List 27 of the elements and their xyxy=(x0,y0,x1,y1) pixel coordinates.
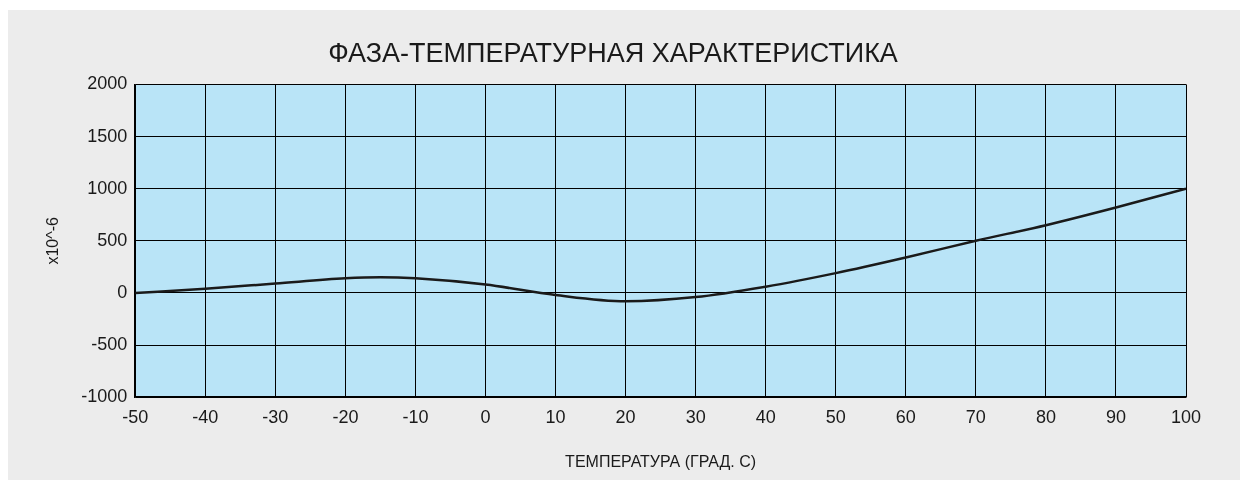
line-series xyxy=(135,187,1186,303)
x-tick-label: 10 xyxy=(545,406,566,427)
x-axis-title: ТЕМПЕРАТУРА (ГРАД. С) xyxy=(565,452,757,470)
y-tick-label: -500 xyxy=(91,334,128,355)
x-tick-label: 80 xyxy=(1035,406,1056,427)
y-tick-label: 500 xyxy=(97,229,128,250)
x-tick-label: 90 xyxy=(1105,406,1126,427)
x-tick-label: 40 xyxy=(755,406,776,427)
chart-title: ФАЗА-ТЕМПЕРАТУРНАЯ ХАРАКТЕРИСТИКА xyxy=(328,37,898,68)
x-tick-label: -30 xyxy=(262,406,289,427)
x-tick-label: -20 xyxy=(332,406,359,427)
x-tick-label: -50 xyxy=(122,406,149,427)
y-tick-label: 1000 xyxy=(87,177,128,198)
x-tick-label: 70 xyxy=(965,406,986,427)
x-tick-label: 30 xyxy=(685,406,706,427)
x-tick-label: 60 xyxy=(895,406,916,427)
x-tick-label: -40 xyxy=(192,406,219,427)
y-tick-label: -1000 xyxy=(81,386,128,407)
x-tick-label: 0 xyxy=(480,406,491,427)
x-tick-label: -10 xyxy=(402,406,429,427)
x-tick-label: 100 xyxy=(1170,406,1202,427)
x-tick-label: 20 xyxy=(615,406,636,427)
y-axis-title: x10^-6 xyxy=(44,216,62,265)
y-tick-label: 0 xyxy=(117,281,128,302)
x-tick-label: 50 xyxy=(825,406,846,427)
y-tick-label: 1500 xyxy=(87,125,128,146)
y-tick-label: 2000 xyxy=(87,73,128,94)
